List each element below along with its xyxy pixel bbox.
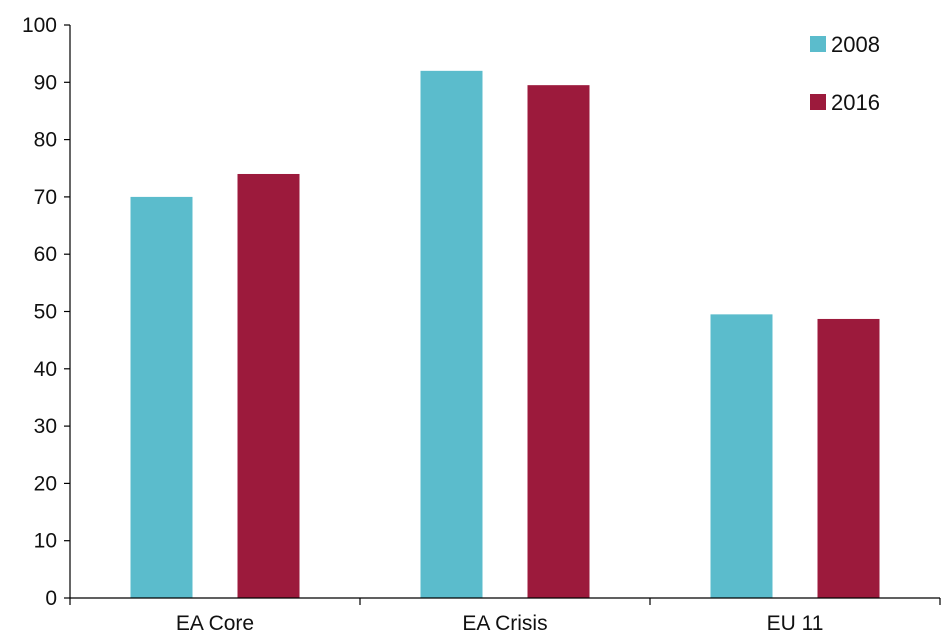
y-tick-label: 90 [34,71,57,94]
legend-swatch-2016 [810,94,826,110]
y-tick-label: 50 [34,301,57,324]
bar-2008-eu-11 [710,314,773,598]
bar-2016-eu-11 [817,318,880,598]
y-tick-label: 60 [34,243,57,266]
y-tick-label: 10 [34,530,57,553]
bar-2008-ea-crisis [420,70,483,599]
legend-label-2016: 2016 [831,90,880,115]
y-tick-label: 70 [34,186,57,209]
y-tick-label: 30 [34,415,57,438]
x-axis-categories: EA Core EA Crisis EU 11 [69,598,941,635]
y-tick-label: 40 [34,358,57,381]
y-tick-label: 80 [34,129,57,152]
y-tick-label: 20 [34,472,57,495]
bar-2016-ea-crisis [527,85,590,599]
y-tick-label: 100 [22,14,57,37]
y-axis-ticks: 0 10 20 30 40 50 60 70 80 90 100 [22,14,70,610]
axes [69,25,940,599]
y-tick-label: 0 [45,587,57,610]
legend: 2008 2016 [810,32,880,115]
legend-swatch-2008 [810,36,826,52]
bar-2008-ea-core [130,196,193,598]
legend-label-2008: 2008 [831,32,880,57]
bar-2016-ea-core [237,173,300,599]
bars [130,70,880,599]
x-category-label: EA Crisis [462,612,547,635]
x-category-label: EU 11 [767,612,824,635]
x-category-label: EA Core [176,612,254,635]
